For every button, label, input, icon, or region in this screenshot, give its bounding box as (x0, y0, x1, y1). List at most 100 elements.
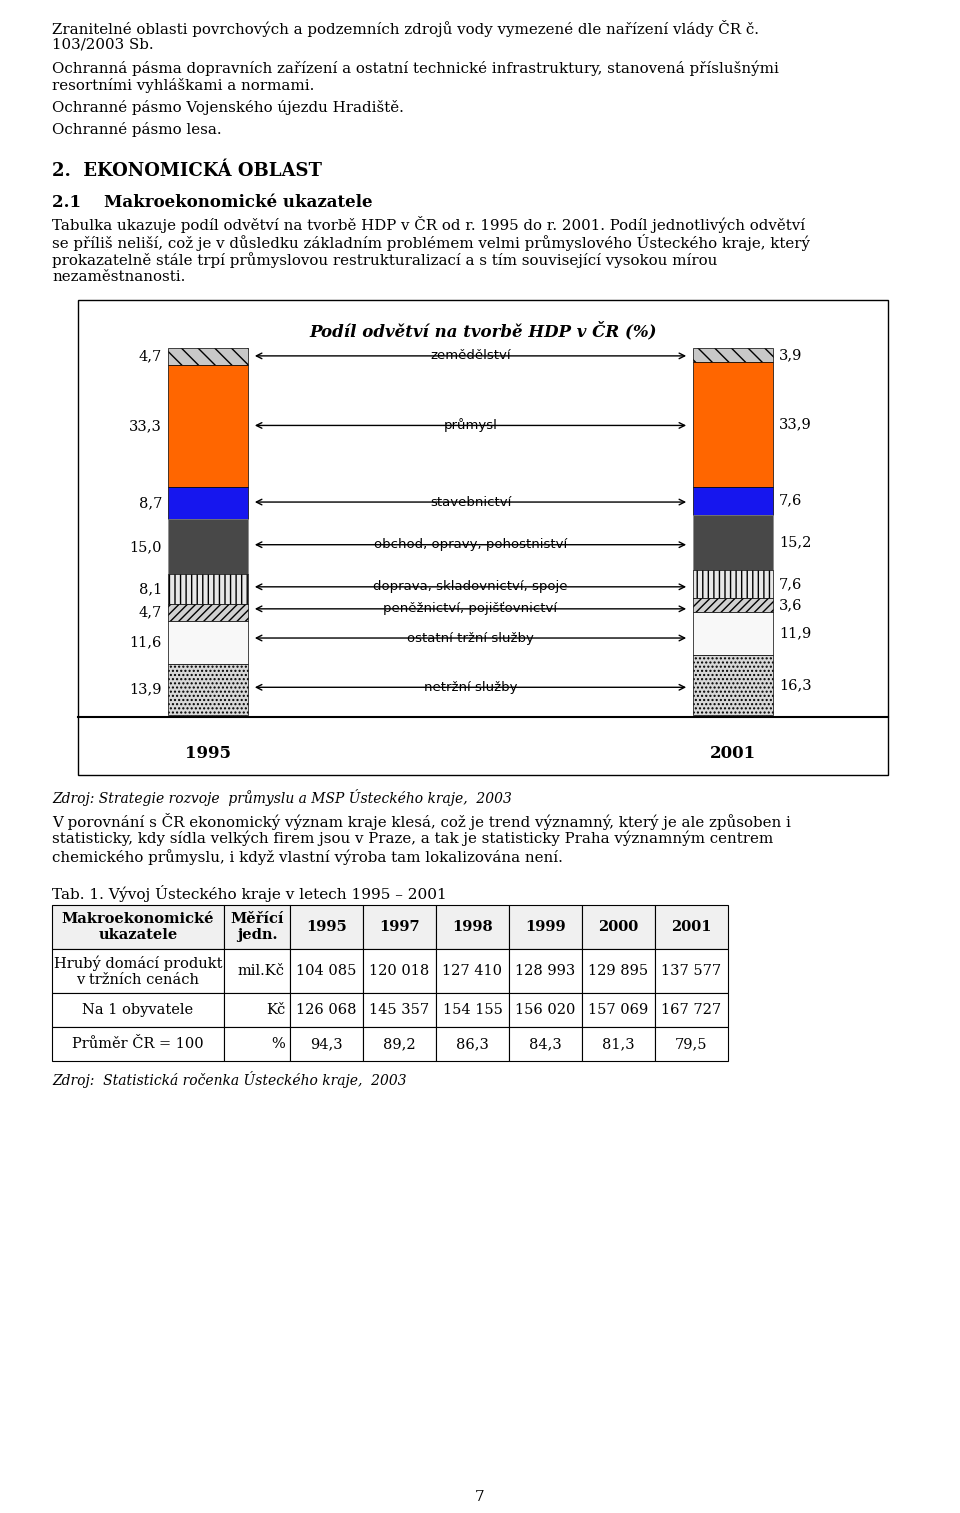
Text: 1997: 1997 (379, 920, 420, 934)
Text: 154 155: 154 155 (443, 1003, 502, 1017)
Bar (509, 905, 582, 949)
Text: 1995: 1995 (185, 744, 231, 763)
Bar (655, 993, 728, 1027)
Bar (509, 993, 582, 1027)
Text: Makroekonomické
ukazatele: Makroekonomické ukazatele (61, 912, 214, 943)
Bar (168, 487, 248, 519)
Text: 1995: 1995 (306, 920, 347, 934)
Text: nezaměstnanosti.: nezaměstnanosti. (52, 269, 185, 284)
Bar (693, 514, 773, 570)
Text: 2.  EKONOMICKÁ OBLAST: 2. EKONOMICKÁ OBLAST (52, 162, 322, 180)
Text: 126 068: 126 068 (297, 1003, 357, 1017)
Text: 11,9: 11,9 (779, 626, 811, 640)
Text: se příliš neliší, což je v důsledku základním problémem velmi průmyslového Ústec: se příliš neliší, což je v důsledku zákl… (52, 235, 810, 251)
Bar (290, 1027, 363, 1061)
Bar (52, 949, 224, 993)
Text: obchod, opravy, pohostniství: obchod, opravy, pohostniství (373, 539, 567, 551)
Text: 15,0: 15,0 (130, 540, 162, 554)
Text: Na 1 obyvatele: Na 1 obyvatele (83, 1003, 194, 1017)
Bar (509, 1027, 582, 1061)
Bar (436, 1027, 509, 1061)
Text: 3,6: 3,6 (779, 598, 803, 611)
Text: ostatní tržní služby: ostatní tržní služby (407, 631, 534, 645)
Bar (168, 365, 248, 487)
Bar (224, 905, 290, 949)
Bar (655, 949, 728, 993)
Text: Zdroj: Strategie rozvoje  průmyslu a MSP Ústeckého kraje,  2003: Zdroj: Strategie rozvoje průmyslu a MSP … (52, 788, 512, 806)
Bar (693, 655, 773, 716)
Bar (582, 905, 655, 949)
Text: 8,7: 8,7 (138, 496, 162, 510)
Text: 8,1: 8,1 (139, 583, 162, 596)
Bar (693, 348, 773, 362)
Text: doprava, skladovnictví, spoje: doprava, skladovnictví, spoje (373, 581, 567, 593)
Bar (168, 575, 248, 604)
Text: 4,7: 4,7 (139, 605, 162, 620)
Text: prokazatelně stále trpí průmyslovou restrukturalizací a s tím související vysoko: prokazatelně stále trpí průmyslovou rest… (52, 253, 717, 268)
Text: 128 993: 128 993 (516, 964, 576, 977)
Bar (582, 949, 655, 993)
Bar (509, 949, 582, 993)
Bar (168, 348, 248, 365)
Text: Ochranná pásma dopravních zařízení a ostatní technické infrastruktury, stanovená: Ochranná pásma dopravních zařízení a ost… (52, 61, 779, 76)
Text: 7: 7 (475, 1490, 485, 1504)
Bar (693, 598, 773, 611)
Text: 157 069: 157 069 (588, 1003, 649, 1017)
Bar (52, 905, 224, 949)
Bar (363, 1027, 436, 1061)
Bar (582, 993, 655, 1027)
Bar (78, 300, 888, 775)
Bar (582, 1027, 655, 1061)
Text: Zranitelné oblasti povrchových a podzemních zdrojů vody vymezené dle nařízení vl: Zranitelné oblasti povrchových a podzemn… (52, 20, 759, 36)
Text: 137 577: 137 577 (661, 964, 722, 977)
Bar (363, 993, 436, 1027)
Text: 2001: 2001 (710, 744, 756, 763)
Text: 13,9: 13,9 (130, 682, 162, 696)
Text: Zdroj:  Statistická ročenka Ústeckého kraje,  2003: Zdroj: Statistická ročenka Ústeckého kra… (52, 1071, 407, 1088)
Bar (436, 993, 509, 1027)
Text: stavebnictví: stavebnictví (430, 496, 511, 508)
Text: Kč: Kč (266, 1003, 285, 1017)
Text: průmysl: průmysl (444, 419, 497, 433)
Text: 15,2: 15,2 (779, 536, 811, 549)
Text: 33,3: 33,3 (130, 419, 162, 433)
Text: 79,5: 79,5 (675, 1036, 708, 1052)
Text: 4,7: 4,7 (139, 350, 162, 363)
Bar (52, 1027, 224, 1061)
Text: 2.1    Makroekonomické ukazatele: 2.1 Makroekonomické ukazatele (52, 194, 372, 210)
Bar (363, 949, 436, 993)
Text: 33,9: 33,9 (779, 418, 812, 431)
Text: 127 410: 127 410 (443, 964, 502, 977)
Text: Hrubý domácí produkt
v tržních cenách: Hrubý domácí produkt v tržních cenách (54, 955, 223, 986)
Text: 103/2003 Sb.: 103/2003 Sb. (52, 38, 154, 51)
Text: V porovnání s ČR ekonomický význam kraje klesá, což je trend významný, který je : V porovnání s ČR ekonomický význam kraje… (52, 812, 791, 831)
Text: 120 018: 120 018 (370, 964, 430, 977)
Text: Měřící
jedn.: Měřící jedn. (230, 912, 284, 943)
Text: 1999: 1999 (525, 920, 565, 934)
Bar (224, 1027, 290, 1061)
Text: 89,2: 89,2 (383, 1036, 416, 1052)
Bar (168, 664, 248, 716)
Bar (436, 949, 509, 993)
Bar (693, 611, 773, 655)
Text: 7,6: 7,6 (779, 578, 803, 592)
Text: 104 085: 104 085 (297, 964, 357, 977)
Text: 94,3: 94,3 (310, 1036, 343, 1052)
Bar (224, 949, 290, 993)
Bar (168, 519, 248, 575)
Text: 11,6: 11,6 (130, 635, 162, 649)
Text: Podíl odvětví na tvorbě HDP v ČR (%): Podíl odvětví na tvorbě HDP v ČR (%) (309, 322, 657, 340)
Bar (290, 949, 363, 993)
Text: 16,3: 16,3 (779, 678, 811, 691)
Text: mil.Kč: mil.Kč (238, 964, 285, 977)
Text: 7,6: 7,6 (779, 493, 803, 508)
Bar (363, 905, 436, 949)
Bar (224, 993, 290, 1027)
Bar (290, 993, 363, 1027)
Bar (168, 622, 248, 664)
Text: 129 895: 129 895 (588, 964, 649, 977)
Text: 86,3: 86,3 (456, 1036, 489, 1052)
Bar (655, 905, 728, 949)
Text: 3,9: 3,9 (779, 348, 803, 362)
Text: resortními vyhláškami a normami.: resortními vyhláškami a normami. (52, 79, 314, 92)
